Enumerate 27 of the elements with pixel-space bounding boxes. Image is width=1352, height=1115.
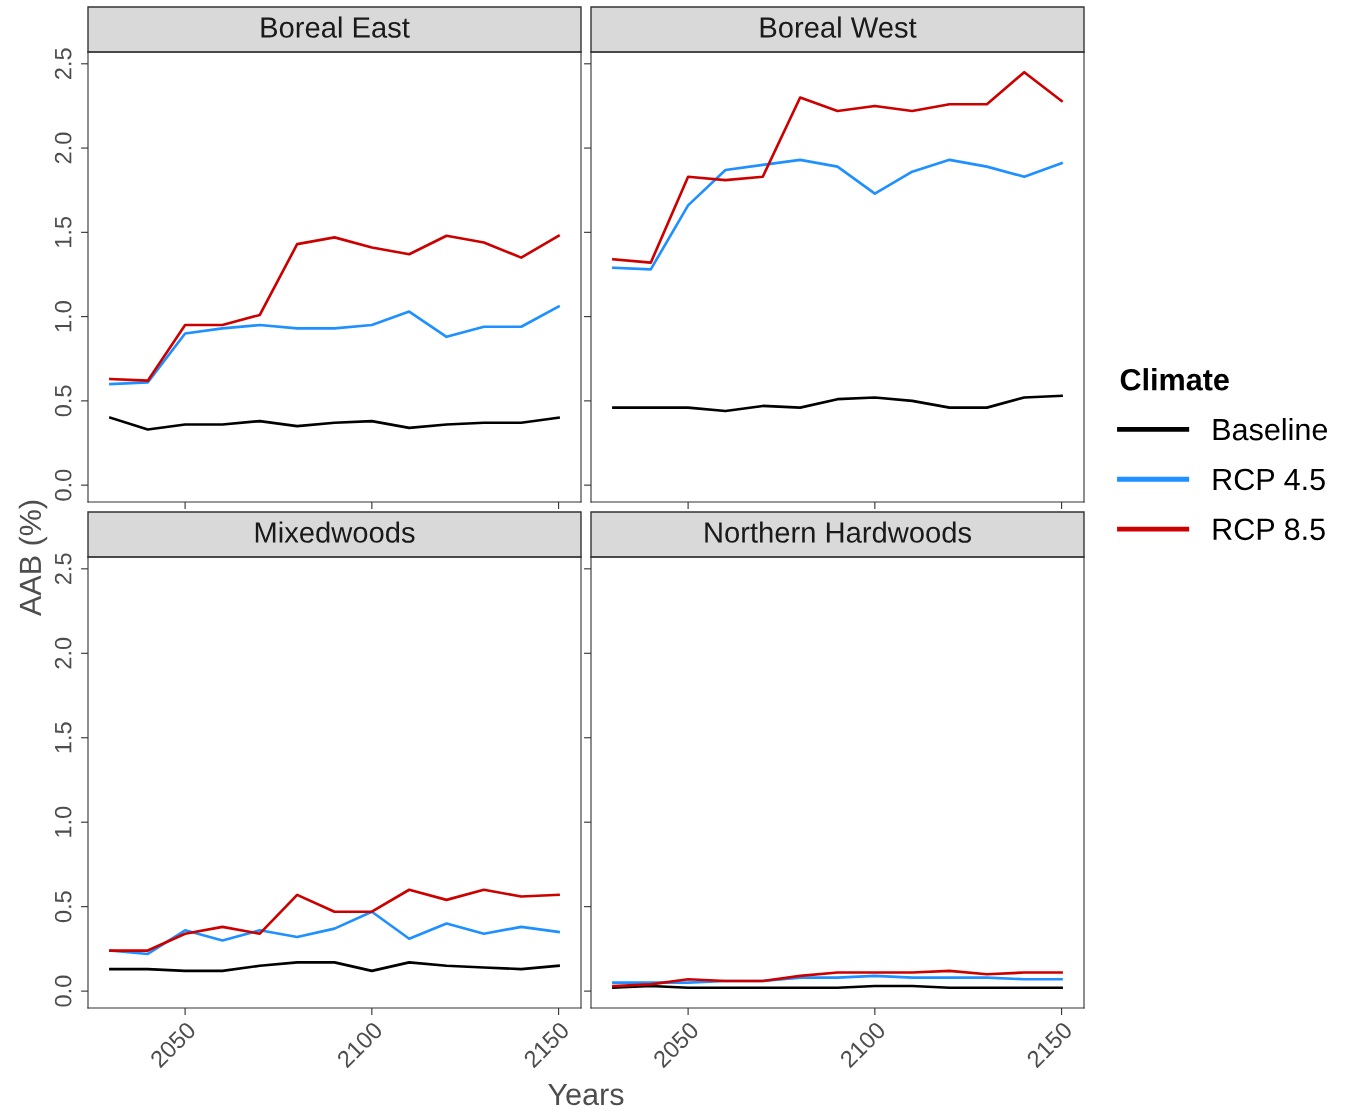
y-tick-label: 2.5	[54, 553, 72, 585]
line-series	[109, 416, 560, 431]
legend-label: Baseline	[1213, 417, 1328, 441]
chart-title: Northern Hardwoods	[705, 521, 972, 543]
chart-title: Mixedwoods	[255, 521, 415, 543]
line-series	[109, 305, 560, 386]
y-tick-label: 1.5	[55, 216, 72, 247]
chart-title: Boreal East	[261, 16, 410, 38]
y-axis-title: AAB (%)	[18, 500, 48, 617]
line-series	[109, 888, 560, 952]
line-series	[109, 961, 560, 973]
y-tick-label: 2.0	[54, 132, 72, 164]
y-tick-label: 0.0	[54, 975, 72, 1007]
y-tick-label: 0.0	[54, 469, 72, 501]
legend-title: Climate	[1120, 368, 1229, 391]
line-series	[109, 234, 560, 382]
legend-label: RCP 4.5	[1213, 468, 1325, 491]
y-tick-label: 2.5	[54, 48, 72, 80]
y-tick-label: 1.0	[54, 301, 72, 332]
y-tick-label: 1.0	[54, 806, 72, 837]
y-tick-label: 2.0	[54, 637, 72, 669]
chart-title: Boreal West	[760, 16, 917, 38]
legend-label: RCP 8.5	[1213, 518, 1325, 541]
y-tick-label: 0.5	[54, 385, 72, 417]
y-tick-label: 1.5	[55, 722, 72, 753]
x-axis-title: Years	[548, 1083, 624, 1106]
y-tick-label: 0.5	[54, 891, 72, 923]
